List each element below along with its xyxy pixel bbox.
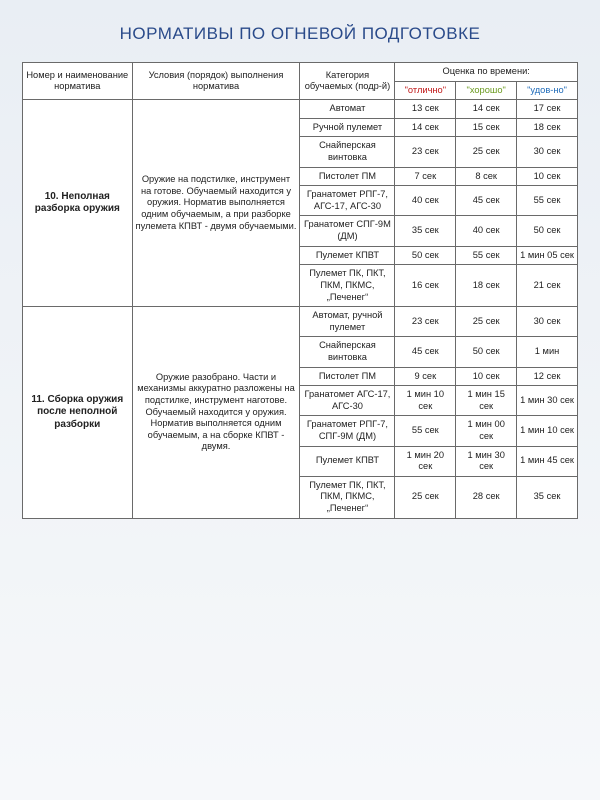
category-cell: Снайперская винтовка bbox=[300, 337, 395, 367]
category-cell: Гранатомет РПГ-7, АГС-17, АГС-30 bbox=[300, 186, 395, 216]
grade-otl-cell: 14 сек bbox=[395, 118, 456, 137]
category-cell: Гранатомет РПГ-7, СПГ-9М (ДМ) bbox=[300, 416, 395, 446]
header-category: Категория обучаемых (подр-й) bbox=[300, 63, 395, 100]
header-grade-udov: "удов-но" bbox=[517, 81, 578, 100]
grade-udov-cell: 12 сек bbox=[517, 367, 578, 386]
category-cell: Гранатомет АГС-17, АГС-30 bbox=[300, 386, 395, 416]
grade-hor-cell: 50 сек bbox=[456, 337, 517, 367]
grade-hor-cell: 14 сек bbox=[456, 100, 517, 119]
grade-otl-cell: 50 сек bbox=[395, 246, 456, 265]
grade-hor-cell: 40 сек bbox=[456, 216, 517, 246]
grade-otl-cell: 35 сек bbox=[395, 216, 456, 246]
grade-otl-cell: 55 сек bbox=[395, 416, 456, 446]
header-cond: Условия (порядок) выполнения норматива bbox=[132, 63, 300, 100]
grade-hor-cell: 1 мин 00 сек bbox=[456, 416, 517, 446]
grade-hor-cell: 25 сек bbox=[456, 137, 517, 167]
grade-otl-cell: 7 сек bbox=[395, 167, 456, 186]
category-cell: Пулемет ПК, ПКТ, ПКМ, ПКМС, „Печенег“ bbox=[300, 265, 395, 307]
page: НОРМАТИВЫ ПО ОГНЕВОЙ ПОДГОТОВКЕ Номер и … bbox=[0, 0, 600, 800]
category-cell: Снайперская винтовка bbox=[300, 137, 395, 167]
grade-otl-cell: 23 сек bbox=[395, 307, 456, 337]
header-grade-group: Оценка по времени: bbox=[395, 63, 578, 82]
grade-hor-cell: 10 сек bbox=[456, 367, 517, 386]
category-cell: Пистолет ПМ bbox=[300, 167, 395, 186]
grade-otl-cell: 1 мин 10 сек bbox=[395, 386, 456, 416]
table-row: 10. Неполная разборка оружияОружие на по… bbox=[23, 100, 578, 119]
grade-udov-cell: 1 мин 45 сек bbox=[517, 446, 578, 476]
standards-table: Номер и наименование норматива Условия (… bbox=[22, 62, 578, 519]
norm-cond-cell: Оружие на подстилке, инструмент на готов… bbox=[132, 100, 300, 307]
grade-udov-cell: 17 сек bbox=[517, 100, 578, 119]
norm-name-cell: 11. Сборка оружия после неполной разборк… bbox=[23, 307, 133, 519]
grade-udov-cell: 10 сек bbox=[517, 167, 578, 186]
category-cell: Ручной пулемет bbox=[300, 118, 395, 137]
grade-hor-cell: 1 мин 15 сек bbox=[456, 386, 517, 416]
grade-udov-cell: 50 сек bbox=[517, 216, 578, 246]
header-grade-otl: "отлично" bbox=[395, 81, 456, 100]
grade-udov-cell: 1 мин 30 сек bbox=[517, 386, 578, 416]
table-body: 10. Неполная разборка оружияОружие на по… bbox=[23, 100, 578, 518]
grade-udov-cell: 18 сек bbox=[517, 118, 578, 137]
grade-hor-cell: 18 сек bbox=[456, 265, 517, 307]
grade-hor-cell: 55 сек bbox=[456, 246, 517, 265]
grade-hor-cell: 28 сек bbox=[456, 476, 517, 518]
grade-udov-cell: 30 сек bbox=[517, 137, 578, 167]
grade-otl-cell: 25 сек bbox=[395, 476, 456, 518]
grade-otl-cell: 13 сек bbox=[395, 100, 456, 119]
header-grade-hor: "хорошо" bbox=[456, 81, 517, 100]
grade-udov-cell: 55 сек bbox=[517, 186, 578, 216]
category-cell: Пистолет ПМ bbox=[300, 367, 395, 386]
grade-hor-cell: 15 сек bbox=[456, 118, 517, 137]
grade-otl-cell: 45 сек bbox=[395, 337, 456, 367]
grade-otl-cell: 1 мин 20 сек bbox=[395, 446, 456, 476]
grade-otl-cell: 40 сек bbox=[395, 186, 456, 216]
category-cell: Пулемет ПК, ПКТ, ПКМ, ПКМС, „Печенег“ bbox=[300, 476, 395, 518]
norm-cond-cell: Оружие разобрано. Части и механизмы акку… bbox=[132, 307, 300, 519]
grade-udov-cell: 1 мин 05 сек bbox=[517, 246, 578, 265]
table-row: 11. Сборка оружия после неполной разборк… bbox=[23, 307, 578, 337]
grade-udov-cell: 1 мин 10 сек bbox=[517, 416, 578, 446]
page-title: НОРМАТИВЫ ПО ОГНЕВОЙ ПОДГОТОВКЕ bbox=[22, 24, 578, 44]
category-cell: Автомат bbox=[300, 100, 395, 119]
category-cell: Автомат, ручной пулемет bbox=[300, 307, 395, 337]
grade-hor-cell: 8 сек bbox=[456, 167, 517, 186]
norm-name-cell: 10. Неполная разборка оружия bbox=[23, 100, 133, 307]
grade-otl-cell: 9 сек bbox=[395, 367, 456, 386]
category-cell: Пулемет КПВТ bbox=[300, 246, 395, 265]
category-cell: Гранатомет СПГ-9М (ДМ) bbox=[300, 216, 395, 246]
table-header: Номер и наименование норматива Условия (… bbox=[23, 63, 578, 100]
grade-hor-cell: 45 сек bbox=[456, 186, 517, 216]
grade-otl-cell: 23 сек bbox=[395, 137, 456, 167]
grade-udov-cell: 1 мин bbox=[517, 337, 578, 367]
grade-udov-cell: 30 сек bbox=[517, 307, 578, 337]
grade-hor-cell: 25 сек bbox=[456, 307, 517, 337]
grade-udov-cell: 21 сек bbox=[517, 265, 578, 307]
header-number: Номер и наименование норматива bbox=[23, 63, 133, 100]
grade-hor-cell: 1 мин 30 сек bbox=[456, 446, 517, 476]
category-cell: Пулемет КПВТ bbox=[300, 446, 395, 476]
grade-otl-cell: 16 сек bbox=[395, 265, 456, 307]
grade-udov-cell: 35 сек bbox=[517, 476, 578, 518]
